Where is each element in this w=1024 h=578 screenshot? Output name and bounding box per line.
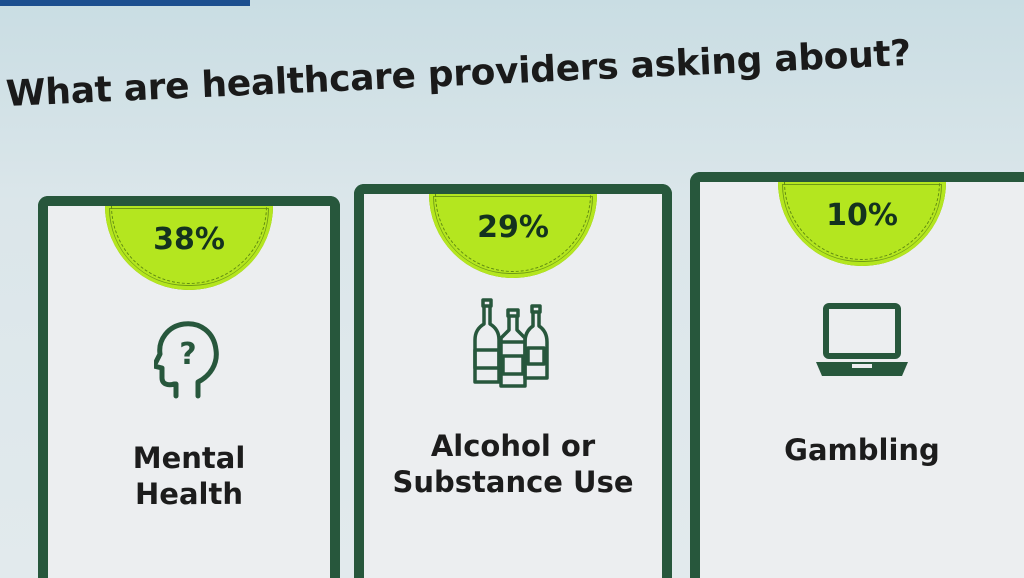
svg-text:?: ? [179,337,196,372]
card-mental-health: 38% ? Mental Health [38,196,340,578]
card-label: Alcohol or Substance Use [364,428,662,501]
percent-value: 38% [153,222,225,257]
card-label-line: Gambling [784,433,940,467]
card-label: Gambling [700,432,1024,468]
percent-badge: 10% [778,182,946,266]
percent-badge: 38% [105,206,273,290]
card-label-line: Substance Use [392,465,634,500]
slide-title: What are healthcare providers asking abo… [5,32,912,115]
percent-value: 29% [477,210,549,245]
top-accent-bar [0,0,250,6]
percent-value: 10% [826,198,898,233]
card-label: Mental Health [48,440,330,513]
card-label-line: Alcohol or [430,429,596,463]
card-label-line: Mental [132,441,246,475]
card-gambling: 10% Gambling [690,172,1024,578]
card-label-line: Health [135,477,243,512]
card-alcohol-substance-use: 29% Alcohol or Substance Use [354,184,672,578]
bottles-icon [471,298,555,392]
laptop-icon [812,300,912,384]
head-question-icon: ? [151,318,224,406]
percent-badge: 29% [429,194,597,278]
